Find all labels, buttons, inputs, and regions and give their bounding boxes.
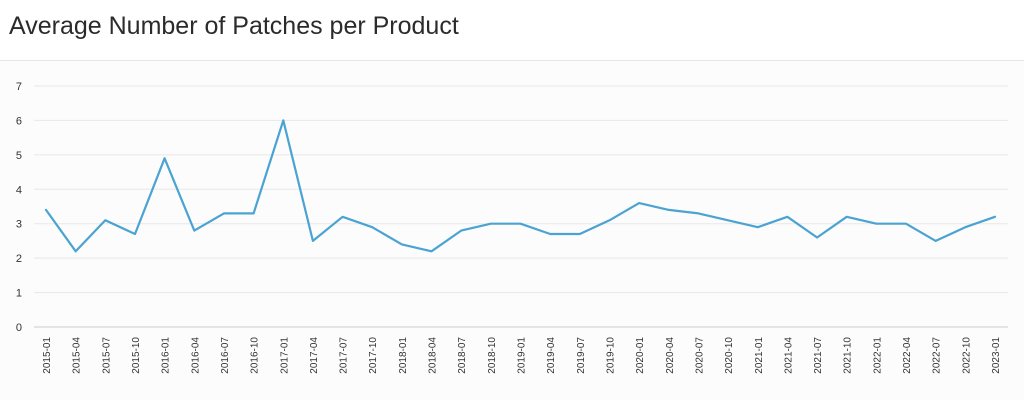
data-point[interactable]: [399, 241, 405, 247]
x-tick-label: 2021-07: [813, 337, 824, 374]
data-point[interactable]: [43, 207, 49, 213]
chart-header: Average Number of Patches per Product: [0, 0, 1024, 61]
x-tick-label: 2015-10: [131, 337, 142, 374]
x-tick-label: 2019-04: [546, 337, 557, 374]
x-tick-label: 2018-07: [457, 337, 468, 374]
x-tick-label: 2017-04: [309, 337, 320, 374]
x-axis-ticks: 2015-01 2015-04 2015-07 2015-10 2016-01 2016-…: [42, 337, 1002, 374]
x-tick-label: 2018-04: [428, 337, 439, 374]
data-point[interactable]: [280, 117, 286, 123]
data-point[interactable]: [340, 214, 346, 220]
x-tick-label: 2019-07: [576, 337, 587, 374]
x-tick-label: 2018-01: [398, 337, 409, 374]
x-tick-label: 2022-07: [932, 337, 943, 374]
data-point[interactable]: [636, 200, 642, 206]
data-point[interactable]: [992, 214, 998, 220]
data-point[interactable]: [666, 207, 672, 213]
x-tick-label: 2022-01: [872, 337, 883, 374]
data-point[interactable]: [844, 214, 850, 220]
x-tick-label: 2016-10: [250, 337, 261, 374]
x-tick-label: 2021-04: [783, 337, 794, 374]
data-point[interactable]: [310, 238, 316, 244]
chart-title: Average Number of Patches per Product: [9, 12, 459, 40]
x-tick-label: 2017-10: [368, 337, 379, 374]
data-point[interactable]: [191, 228, 197, 234]
x-tick-label: 2020-04: [665, 337, 676, 374]
data-point[interactable]: [725, 217, 731, 223]
x-tick-label: 2015-07: [101, 337, 112, 374]
y-tick-label: 0: [16, 322, 22, 334]
data-point[interactable]: [488, 221, 494, 227]
series-points: [43, 117, 998, 254]
y-tick-label: 4: [16, 184, 22, 196]
x-tick-label: 2020-10: [724, 337, 735, 374]
x-tick-label: 2016-07: [220, 337, 231, 374]
x-tick-label: 2022-04: [902, 337, 913, 374]
x-tick-label: 2022-10: [961, 337, 972, 374]
x-tick-label: 2018-10: [487, 337, 498, 374]
data-point[interactable]: [933, 238, 939, 244]
x-tick-label: 2021-01: [754, 337, 765, 374]
y-tick-label: 1: [16, 288, 22, 300]
x-tick-label: 2019-01: [517, 337, 528, 374]
x-tick-label: 2020-07: [694, 337, 705, 374]
x-tick-label: 2023-01: [991, 337, 1002, 374]
series-lines: [44, 119, 997, 253]
data-point[interactable]: [132, 231, 138, 237]
gridlines: [34, 85, 1008, 328]
x-tick-label: 2016-04: [190, 337, 201, 374]
data-point[interactable]: [755, 224, 761, 230]
y-tick-label: 5: [16, 150, 22, 162]
y-tick-label: 7: [16, 81, 22, 93]
x-tick-label: 2015-04: [72, 337, 83, 374]
y-tick-label: 3: [16, 219, 22, 231]
data-point[interactable]: [369, 224, 375, 230]
data-point[interactable]: [814, 234, 820, 240]
data-point[interactable]: [221, 210, 227, 216]
data-point[interactable]: [518, 221, 524, 227]
x-tick-label: 2017-01: [279, 337, 290, 374]
data-point[interactable]: [458, 228, 464, 234]
y-axis-ticks: 0 1 2 3 4 5 6 7: [16, 81, 22, 334]
data-point[interactable]: [251, 210, 257, 216]
x-tick-label: 2015-01: [42, 337, 53, 374]
y-tick-label: 2: [16, 253, 22, 265]
data-point[interactable]: [873, 221, 879, 227]
data-point[interactable]: [606, 217, 612, 223]
data-point[interactable]: [547, 231, 553, 237]
y-tick-label: 6: [16, 115, 22, 127]
data-point[interactable]: [102, 217, 108, 223]
data-point[interactable]: [73, 248, 79, 254]
x-tick-label: 2021-10: [843, 337, 854, 374]
data-point[interactable]: [162, 155, 168, 161]
data-point[interactable]: [429, 248, 435, 254]
data-point[interactable]: [695, 210, 701, 216]
x-tick-label: 2017-07: [339, 337, 350, 374]
x-tick-label: 2019-10: [605, 337, 616, 374]
data-point[interactable]: [962, 224, 968, 230]
x-tick-label: 2020-01: [635, 337, 646, 374]
data-point[interactable]: [784, 214, 790, 220]
data-point[interactable]: [577, 231, 583, 237]
x-tick-label: 2016-01: [161, 337, 172, 374]
series-line: [44, 119, 997, 253]
data-point[interactable]: [903, 221, 909, 227]
